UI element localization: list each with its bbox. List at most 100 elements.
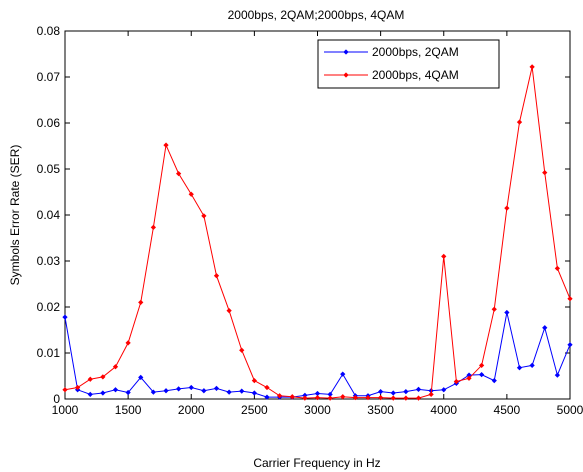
data-point bbox=[87, 391, 93, 398]
data-point bbox=[403, 389, 409, 395]
data-point bbox=[251, 390, 257, 396]
data-point bbox=[112, 364, 119, 370]
series-layer bbox=[62, 64, 573, 401]
data-point bbox=[226, 308, 232, 314]
data-point bbox=[100, 374, 106, 380]
legend: 2000bps, 2QAM 2000bps, 4QAM bbox=[317, 39, 500, 89]
data-point bbox=[567, 342, 573, 348]
data-point bbox=[340, 394, 346, 400]
x-axis: 1000 1500 2000 2500 3000 3500 4000 4500 5000 bbox=[52, 31, 583, 417]
data-point bbox=[201, 213, 207, 219]
x-tick-label: 5000 bbox=[557, 403, 583, 417]
data-point bbox=[415, 395, 422, 401]
x-tick-label: 2500 bbox=[241, 403, 268, 417]
data-point bbox=[378, 389, 384, 395]
data-point bbox=[188, 384, 194, 391]
data-point bbox=[239, 347, 245, 353]
x-tick-label: 2000 bbox=[178, 403, 205, 417]
data-point bbox=[62, 387, 68, 393]
data-point bbox=[504, 309, 510, 316]
x-tick-label: 4500 bbox=[494, 403, 521, 417]
data-point bbox=[138, 374, 144, 381]
y-tick-label: 0.05 bbox=[37, 162, 61, 176]
y-tick-label: 0.04 bbox=[37, 208, 61, 222]
y-tick-label: 0.07 bbox=[37, 70, 61, 84]
data-point bbox=[201, 388, 207, 394]
legend-label: 2000bps, 2QAM bbox=[372, 45, 459, 59]
x-axis-label: Carrier Frequency in Hz bbox=[253, 456, 380, 470]
data-point bbox=[441, 387, 447, 393]
data-point bbox=[529, 64, 535, 70]
x-tick-label: 3000 bbox=[304, 403, 331, 417]
y-axis-label: Symbols Error Rate (SER) bbox=[8, 145, 22, 286]
data-point bbox=[226, 389, 232, 395]
data-point bbox=[112, 387, 119, 393]
x-tick-label: 3500 bbox=[367, 403, 394, 417]
data-point bbox=[289, 394, 295, 400]
data-point bbox=[163, 388, 169, 394]
data-point bbox=[251, 377, 257, 384]
data-point bbox=[428, 391, 434, 398]
data-point bbox=[125, 389, 131, 396]
data-point bbox=[390, 390, 396, 396]
data-point bbox=[176, 170, 182, 177]
data-point bbox=[542, 170, 548, 176]
x-tick-label: 4000 bbox=[430, 403, 457, 417]
data-point bbox=[213, 273, 220, 279]
legend-box bbox=[317, 39, 500, 89]
data-point bbox=[542, 325, 548, 331]
chart-title: 2000bps, 2QAM;2000bps, 4QAM bbox=[228, 8, 405, 22]
data-point bbox=[516, 119, 523, 125]
y-tick-label: 0.03 bbox=[37, 254, 61, 268]
data-point bbox=[188, 191, 194, 197]
data-point bbox=[125, 340, 131, 346]
legend-marker bbox=[343, 49, 349, 55]
data-point bbox=[567, 296, 573, 302]
data-point bbox=[415, 386, 422, 392]
y-tick-label: 0.06 bbox=[37, 116, 61, 130]
data-point bbox=[504, 205, 510, 211]
y-tick-label: 0 bbox=[53, 392, 60, 406]
data-point bbox=[491, 306, 497, 312]
data-point bbox=[277, 393, 283, 399]
data-point bbox=[75, 384, 81, 391]
x-tick-label: 1000 bbox=[52, 403, 79, 417]
x-tick-label: 1500 bbox=[115, 403, 142, 417]
y-axis: 0 0.01 0.02 0.03 0.04 0.05 0.06 0.07 0.08 bbox=[37, 24, 570, 406]
data-point bbox=[264, 384, 270, 391]
series-2 bbox=[62, 64, 573, 401]
data-point bbox=[390, 395, 396, 401]
plot-area bbox=[64, 30, 571, 400]
data-point bbox=[100, 390, 106, 396]
data-point bbox=[327, 395, 333, 401]
data-point bbox=[403, 395, 409, 401]
data-point bbox=[479, 362, 485, 369]
data-point bbox=[150, 224, 156, 231]
data-point bbox=[62, 314, 68, 320]
data-point bbox=[365, 394, 371, 401]
data-point bbox=[150, 389, 156, 395]
y-tick-label: 0.08 bbox=[37, 24, 61, 38]
data-point bbox=[491, 377, 497, 384]
data-point bbox=[453, 378, 459, 385]
data-point bbox=[479, 371, 485, 378]
data-point bbox=[87, 376, 93, 382]
data-point bbox=[340, 371, 346, 377]
data-point bbox=[213, 385, 220, 392]
data-point bbox=[302, 395, 308, 401]
data-point bbox=[176, 386, 182, 392]
data-point bbox=[554, 372, 560, 378]
data-point bbox=[378, 394, 384, 401]
y-tick-label: 0.01 bbox=[37, 346, 61, 360]
data-point bbox=[138, 299, 144, 306]
data-point bbox=[466, 375, 472, 381]
data-point bbox=[554, 265, 560, 271]
data-point bbox=[314, 394, 321, 401]
data-point bbox=[239, 388, 245, 394]
data-point bbox=[264, 394, 270, 400]
data-point bbox=[352, 394, 358, 401]
data-point bbox=[441, 253, 447, 260]
data-point bbox=[163, 142, 169, 148]
data-point bbox=[529, 362, 535, 369]
